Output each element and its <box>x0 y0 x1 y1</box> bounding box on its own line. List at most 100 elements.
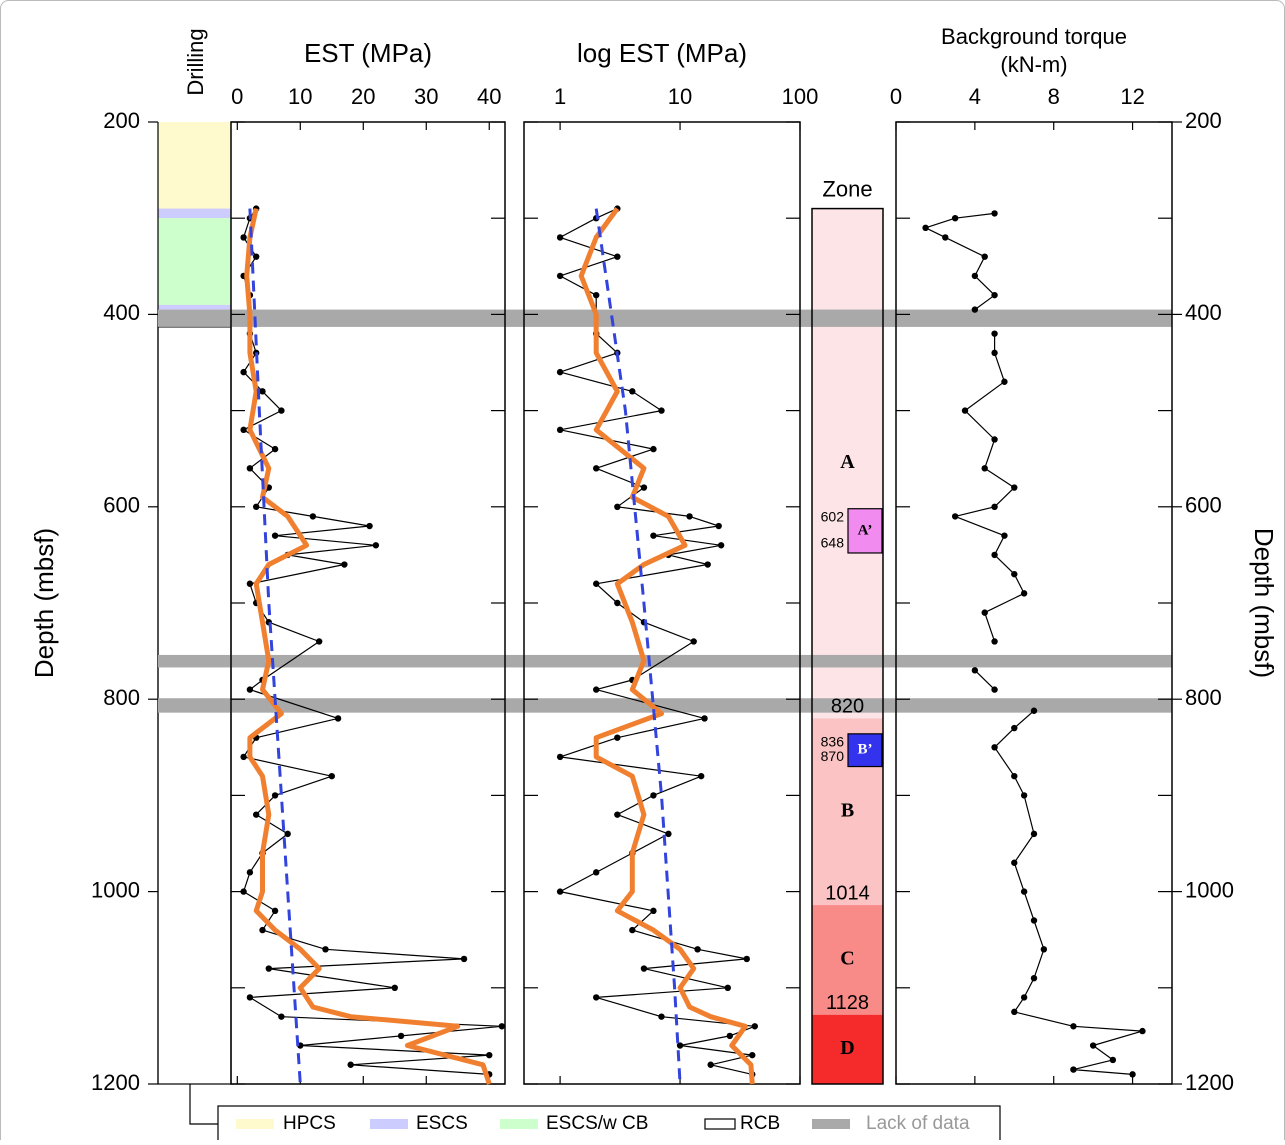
data-point <box>265 965 272 972</box>
data-point <box>240 368 247 376</box>
data-point <box>1011 484 1018 491</box>
data-point <box>991 503 998 510</box>
data-point <box>240 234 247 241</box>
drilling-label: Drilling <box>183 28 208 95</box>
data-point <box>991 686 998 693</box>
y-tick-label: 600 <box>103 493 140 518</box>
y-axis-label: Depth (mbsf) <box>29 528 59 678</box>
data-point <box>328 772 335 780</box>
data-point <box>284 830 291 838</box>
zone <box>812 905 883 1015</box>
y-tick-label: 1000 <box>1185 877 1234 902</box>
y-axis-label: Depth (mbsf) <box>1249 528 1279 678</box>
legend-swatch <box>500 1119 538 1129</box>
data-point <box>556 753 564 761</box>
data-point <box>315 638 323 645</box>
data-point <box>951 513 959 520</box>
data-point <box>614 811 621 818</box>
data-point <box>271 792 279 799</box>
zone-frame <box>811 207 884 1085</box>
data-point <box>259 388 266 395</box>
data-point <box>694 946 701 953</box>
data-point <box>240 753 247 761</box>
data-point <box>614 253 621 260</box>
data-point <box>665 830 672 838</box>
legend-swatch <box>704 1118 736 1130</box>
data-point <box>629 926 636 934</box>
legend-label: ESCS <box>416 1113 468 1134</box>
subzone-top-label: 836 <box>821 734 845 750</box>
y-tick-label: 600 <box>1185 493 1222 518</box>
zone-boundary-label: 820 <box>831 696 864 718</box>
y-tick-label: 1200 <box>91 1070 140 1095</box>
x-tick-label: 30 <box>414 84 438 109</box>
data-point <box>676 1042 684 1049</box>
data-point <box>1070 1066 1077 1073</box>
data-point <box>246 580 254 587</box>
data-point <box>724 984 731 991</box>
panel-title: Background torque <box>941 24 1127 49</box>
zone-boundary-label: 1128 <box>826 992 869 1014</box>
data-point <box>556 426 564 434</box>
legend-label: RCB <box>740 1113 780 1134</box>
panel-title: EST (MPa) <box>304 38 432 68</box>
data-point <box>372 542 380 549</box>
subzone-name: B’ <box>858 742 873 758</box>
data-point <box>1011 772 1018 780</box>
x-tick-label: 0 <box>890 84 902 109</box>
data-point <box>991 638 998 645</box>
data-point <box>614 599 621 607</box>
data-point <box>1030 707 1038 714</box>
x-tick-label: 0 <box>231 84 243 109</box>
data-point <box>309 513 317 520</box>
data-point <box>252 811 260 818</box>
data-point <box>391 984 398 991</box>
data-point <box>252 503 260 510</box>
data-point <box>246 994 254 1001</box>
data-point <box>1001 378 1008 385</box>
y-tick-label: 800 <box>103 685 140 710</box>
data-point <box>1020 888 1028 895</box>
smoothed-line <box>244 208 492 1085</box>
data-point <box>1001 532 1008 539</box>
smoothed-line <box>578 207 755 1085</box>
trend-line <box>248 208 302 1085</box>
zone-header: Zone <box>822 176 872 201</box>
data-point <box>341 561 348 568</box>
data-point <box>347 1061 354 1068</box>
data-point <box>991 349 998 357</box>
data-point <box>271 445 279 453</box>
drilling-interval <box>158 218 231 305</box>
data-point <box>1030 974 1038 982</box>
data-point <box>697 772 705 780</box>
data-point <box>650 445 657 453</box>
data-point <box>650 792 657 799</box>
data-point <box>593 686 600 693</box>
data-point <box>971 306 979 313</box>
x-tick-label: 4 <box>969 84 981 109</box>
data-point <box>1129 1071 1136 1078</box>
data-point <box>593 291 600 299</box>
data-point <box>556 368 564 376</box>
data-point <box>640 965 648 972</box>
data-point <box>942 234 949 241</box>
data-point <box>1030 830 1038 838</box>
data-point <box>252 253 260 260</box>
data-point <box>486 1051 493 1059</box>
data-point <box>1040 946 1048 953</box>
data-gap-band <box>158 309 1172 327</box>
data-point <box>556 888 564 895</box>
data-point <box>991 330 998 337</box>
data-point <box>991 744 998 751</box>
data-point <box>701 715 708 722</box>
y-tick-label: 800 <box>1185 685 1222 710</box>
data-point <box>991 210 998 217</box>
data-point <box>556 234 564 241</box>
legend-label: Lack of data <box>866 1113 970 1134</box>
drilling-interval <box>158 304 231 310</box>
data-point <box>1020 590 1028 597</box>
legend-swatch <box>236 1119 274 1129</box>
zone <box>812 1014 883 1084</box>
data-point <box>971 272 979 280</box>
